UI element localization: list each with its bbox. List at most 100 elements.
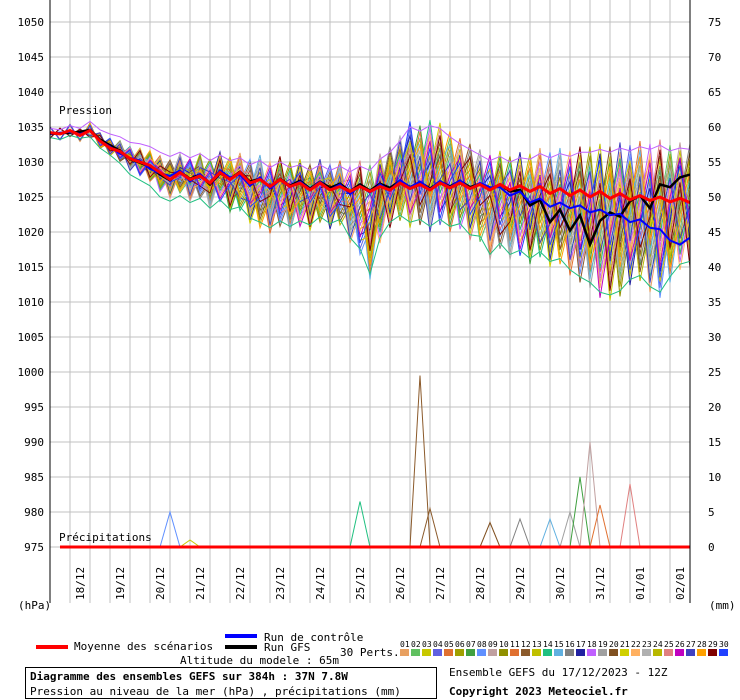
right-tick-label: 15 (708, 436, 721, 449)
precip-spike (539, 517, 561, 548)
right-tick-label: 35 (708, 296, 721, 309)
right-tick-label: 65 (708, 86, 721, 99)
pert-color-swatch (719, 649, 728, 656)
pert-color-swatch (587, 649, 596, 656)
date-label: 30/12 (554, 567, 567, 600)
spread-lower-line (49, 134, 691, 296)
precip-spike (159, 510, 181, 548)
gfs-legend-swatch (225, 645, 257, 649)
date-label: 23/12 (274, 567, 287, 600)
pert-color-swatch (433, 649, 442, 656)
pert-number: 22 (631, 640, 641, 649)
precip-spike (619, 483, 641, 548)
pert-number: 03 (422, 640, 432, 649)
date-label: 19/12 (114, 567, 127, 600)
left-tick-label: 1035 (18, 121, 45, 134)
mean-legend-label: Moyenne des scénarios (74, 640, 214, 653)
precip-spike (509, 517, 531, 548)
pert-color-swatch (543, 649, 552, 656)
right-tick-label: 50 (708, 191, 721, 204)
right-tick-label: 20 (708, 401, 721, 414)
pert-color-swatch (697, 649, 706, 656)
pert-number: 06 (455, 640, 465, 649)
pert-color-swatch (686, 649, 695, 656)
pert-color-swatch (664, 649, 673, 656)
pert-color-swatch (675, 649, 684, 656)
right-tick-label: 45 (708, 226, 721, 239)
pert-color-swatch (609, 649, 618, 656)
perturbation-line (49, 121, 691, 278)
left-tick-label: 1020 (18, 226, 45, 239)
precip-spike (419, 506, 441, 548)
footer-title: Diagramme des ensembles GEFS sur 384h : … (30, 670, 348, 683)
pert-number: 01 (400, 640, 410, 649)
perts-label: 30 Perts. (340, 646, 400, 659)
pert-number: 08 (477, 640, 487, 649)
pert-color-swatch (554, 649, 563, 656)
pert-number: 05 (444, 640, 454, 649)
pert-color-swatch (455, 649, 464, 656)
right-tick-label: 75 (708, 16, 721, 29)
pert-number: 16 (565, 640, 575, 649)
left-tick-label: 1005 (18, 331, 45, 344)
right-tick-label: 10 (708, 471, 721, 484)
pert-number: 27 (686, 640, 696, 649)
pert-color-swatch (400, 649, 409, 656)
right-tick-label: 60 (708, 121, 721, 134)
pert-number: 29 (708, 640, 718, 649)
precip-spike (479, 521, 501, 548)
date-label: 18/12 (74, 567, 87, 600)
left-tick-label: 995 (24, 401, 44, 414)
left-axis-unit: (hPa) (18, 599, 51, 612)
pert-color-swatch (532, 649, 541, 656)
pert-color-swatch (576, 649, 585, 656)
date-label: 22/12 (234, 567, 247, 600)
date-label: 25/12 (354, 567, 367, 600)
pert-color-swatch (422, 649, 431, 656)
pert-color-swatch (708, 649, 717, 656)
date-label: 24/12 (314, 567, 327, 600)
pert-color-swatch (642, 649, 651, 656)
precip-section-label: Précipitations (59, 531, 152, 544)
date-label: 01/01 (634, 567, 647, 600)
date-label: 02/01 (674, 567, 687, 600)
pert-color-swatch (444, 649, 453, 656)
pert-number: 12 (521, 640, 531, 649)
pert-color-swatch (466, 649, 475, 656)
left-tick-label: 990 (24, 436, 44, 449)
right-axis-unit: (mm) (709, 599, 736, 612)
pert-color-swatch (521, 649, 530, 656)
date-label: 20/12 (154, 567, 167, 600)
date-label: 29/12 (514, 567, 527, 600)
run-label: Ensemble GEFS du 17/12/2023 - 12Z (449, 666, 668, 679)
pert-color-swatch (598, 649, 607, 656)
precip-spike (569, 476, 591, 548)
pressure-section-label: Pression (59, 104, 112, 117)
left-tick-label: 975 (24, 541, 44, 554)
pert-number: 09 (488, 640, 498, 649)
pert-number: 20 (609, 640, 619, 649)
pert-number: 21 (620, 640, 630, 649)
right-tick-label: 0 (708, 541, 715, 554)
pert-number: 28 (697, 640, 707, 649)
left-tick-label: 1015 (18, 261, 45, 274)
pert-color-swatch (565, 649, 574, 656)
pert-number: 13 (532, 640, 542, 649)
left-tick-label: 1000 (18, 366, 45, 379)
pert-color-swatch (631, 649, 640, 656)
perturbation-line (49, 123, 691, 289)
left-tick-label: 1025 (18, 191, 45, 204)
left-tick-label: 1030 (18, 156, 45, 169)
left-tick-label: 980 (24, 506, 44, 519)
right-tick-label: 70 (708, 51, 721, 64)
precip-spike (559, 510, 581, 548)
left-tick-label: 1050 (18, 16, 45, 29)
perturbation-line (49, 123, 691, 298)
spread-upper-line (49, 120, 691, 173)
control-legend-swatch (225, 634, 257, 638)
left-tick-label: 1040 (18, 86, 45, 99)
date-label: 27/12 (434, 567, 447, 600)
date-label: 31/12 (594, 567, 607, 600)
pert-number: 14 (543, 640, 553, 649)
